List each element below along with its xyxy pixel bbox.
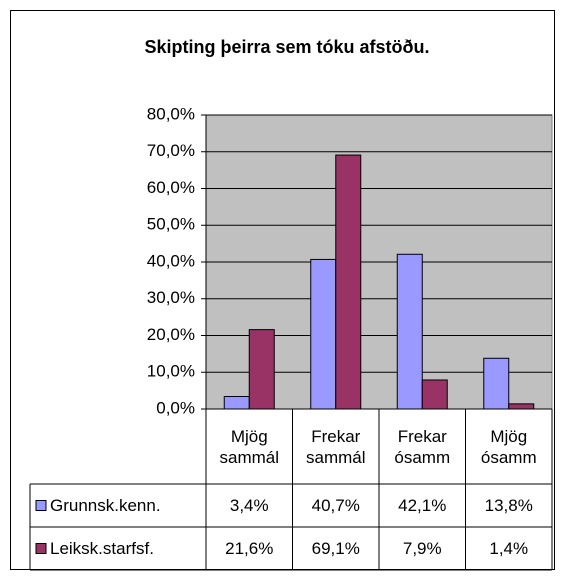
- y-tick-label: 70,0%: [147, 141, 195, 160]
- x-tick-label: Frekar ósamm: [394, 427, 451, 467]
- data-label: 7,9%: [402, 539, 442, 558]
- bar: [310, 258, 337, 410]
- x-tick-label: Mjög sammál: [219, 427, 279, 467]
- y-tick-label: 40,0%: [147, 251, 195, 270]
- bar: [508, 403, 535, 410]
- data-label: 3,4%: [229, 496, 269, 515]
- data-label: 21,6%: [225, 539, 274, 558]
- data-label: 1,4%: [489, 539, 529, 558]
- y-tick-label: 20,0%: [147, 325, 195, 344]
- bar: [248, 329, 275, 410]
- chart-title: Skipting þeirra sem tóku afstöðu.: [144, 37, 429, 57]
- y-tick-label: 80,0%: [147, 104, 195, 123]
- bar: [421, 379, 448, 410]
- y-tick-label: 30,0%: [147, 288, 195, 307]
- legend-label: Grunnsk.kenn.: [50, 496, 161, 515]
- legend-label: Leiksk.starfsf.: [50, 539, 154, 558]
- data-label: 42,1%: [398, 496, 447, 515]
- legend-swatch: [35, 543, 47, 554]
- x-tick-label: Frekar sammál: [305, 427, 366, 467]
- y-tick-label: 60,0%: [147, 178, 195, 197]
- data-label: 40,7%: [311, 496, 360, 515]
- x-tick-label: Mjög ósamm: [480, 427, 537, 467]
- data-label: 69,1%: [311, 539, 360, 558]
- y-tick-label: 50,0%: [147, 215, 195, 234]
- data-label: 13,8%: [484, 496, 533, 515]
- bar: [223, 396, 250, 410]
- legend-swatch: [35, 500, 47, 511]
- bar: [335, 154, 362, 410]
- bar: [396, 253, 423, 410]
- bar: [483, 357, 510, 410]
- y-tick-label: 10,0%: [147, 362, 195, 381]
- y-tick-label: 0,0%: [156, 398, 195, 417]
